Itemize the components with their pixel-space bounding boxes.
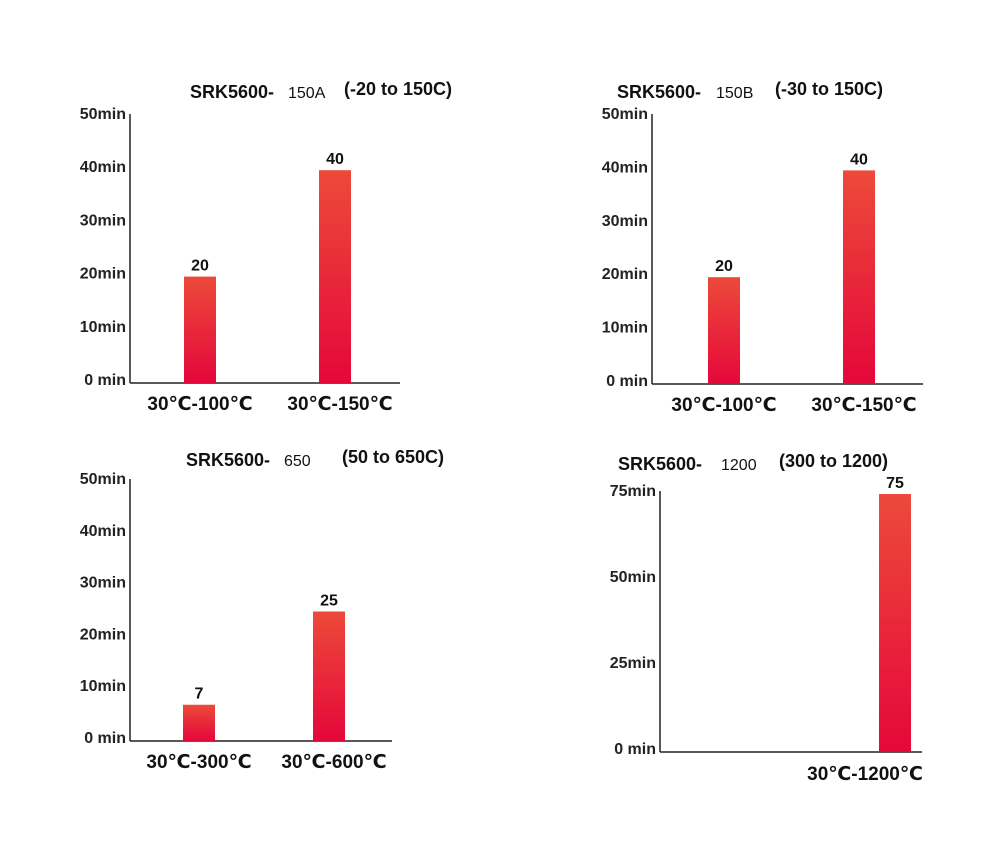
chart-2-y-tick-label: 40min	[602, 159, 648, 176]
chart-1-y-tick-label: 0 min	[84, 372, 126, 389]
chart-1-y-tick-label: 40min	[80, 159, 126, 176]
chart-3-y-tick-label: 0 min	[84, 730, 126, 747]
chart-2-y-tick-label: 0 min	[606, 373, 648, 390]
chart-4-title-model: 1200	[721, 457, 757, 474]
chart-3-data-label: 25	[320, 593, 338, 610]
chart-3-y-tick-label: 20min	[80, 626, 126, 643]
chart-3-title-model: 650	[284, 453, 311, 470]
chart-1-title: SRK5600-	[190, 82, 274, 102]
chart-2-y-tick-label: 30min	[602, 213, 648, 230]
chart-4-data-label: 75	[886, 475, 904, 492]
chart-4-y-tick-label: 75min	[610, 483, 656, 500]
chart-3-bar	[313, 612, 345, 742]
chart-4-title-range: (300 to 1200)	[779, 451, 888, 471]
chart-3-bar	[183, 705, 215, 741]
chart-1-y-tick-label: 20min	[80, 266, 126, 283]
chart-2-title-range: (-30 to 150C)	[775, 79, 883, 99]
chart-1-title-model: 150A	[288, 85, 326, 102]
chart-3-y-tick-label: 50min	[80, 471, 126, 488]
chart-2-bar	[843, 170, 875, 384]
chart-4-y-tick-label: 50min	[610, 569, 656, 586]
chart-3-title: SRK5600-	[186, 450, 270, 470]
chart-1-x-tick-label: 30℃-100℃	[147, 394, 252, 415]
chart-1-bar	[319, 170, 351, 383]
chart-4-title: SRK5600-	[618, 454, 702, 474]
chart-2-data-label: 20	[715, 258, 733, 275]
chart-1-x-tick-label: 30℃-150℃	[287, 394, 392, 415]
chart-2-y-tick-label: 50min	[602, 106, 648, 123]
chart-2-x-tick-label: 30℃-150℃	[811, 395, 916, 416]
chart-1-data-label: 40	[326, 151, 344, 168]
chart-3-x-tick-label: 30℃-600℃	[281, 752, 386, 773]
chart-3-y-tick-label: 10min	[80, 678, 126, 695]
chart-2-y-tick-label: 20min	[602, 266, 648, 283]
chart-1-bar	[184, 277, 216, 383]
chart-2-data-label: 40	[850, 151, 868, 168]
chart-1-title-range: (-20 to 150C)	[344, 79, 452, 99]
chart-2-bar	[708, 277, 740, 384]
chart-2-x-tick-label: 30℃-100℃	[671, 395, 776, 416]
chart-2-title: SRK5600-	[617, 82, 701, 102]
chart-2-y-tick-label: 10min	[602, 320, 648, 337]
chart-4-x-tick-label: 30℃-1200℃	[807, 764, 923, 785]
chart-4-y-tick-label: 25min	[610, 655, 656, 672]
chart-3-x-tick-label: 30℃-300℃	[146, 752, 251, 773]
chart-4-y-tick-label: 0 min	[614, 741, 656, 758]
chart-1-y-tick-label: 50min	[80, 106, 126, 123]
chart-1-data-label: 20	[191, 258, 209, 275]
chart-3-title-range: (50 to 650C)	[342, 447, 444, 467]
chart-1-y-tick-label: 30min	[80, 212, 126, 229]
chart-3-data-label: 7	[195, 686, 204, 703]
chart-3-y-tick-label: 30min	[80, 575, 126, 592]
chart-3-y-tick-label: 40min	[80, 523, 126, 540]
chart-2-title-model: 150B	[716, 85, 753, 102]
chart-1-y-tick-label: 10min	[80, 319, 126, 336]
chart-4-bar	[879, 494, 911, 752]
